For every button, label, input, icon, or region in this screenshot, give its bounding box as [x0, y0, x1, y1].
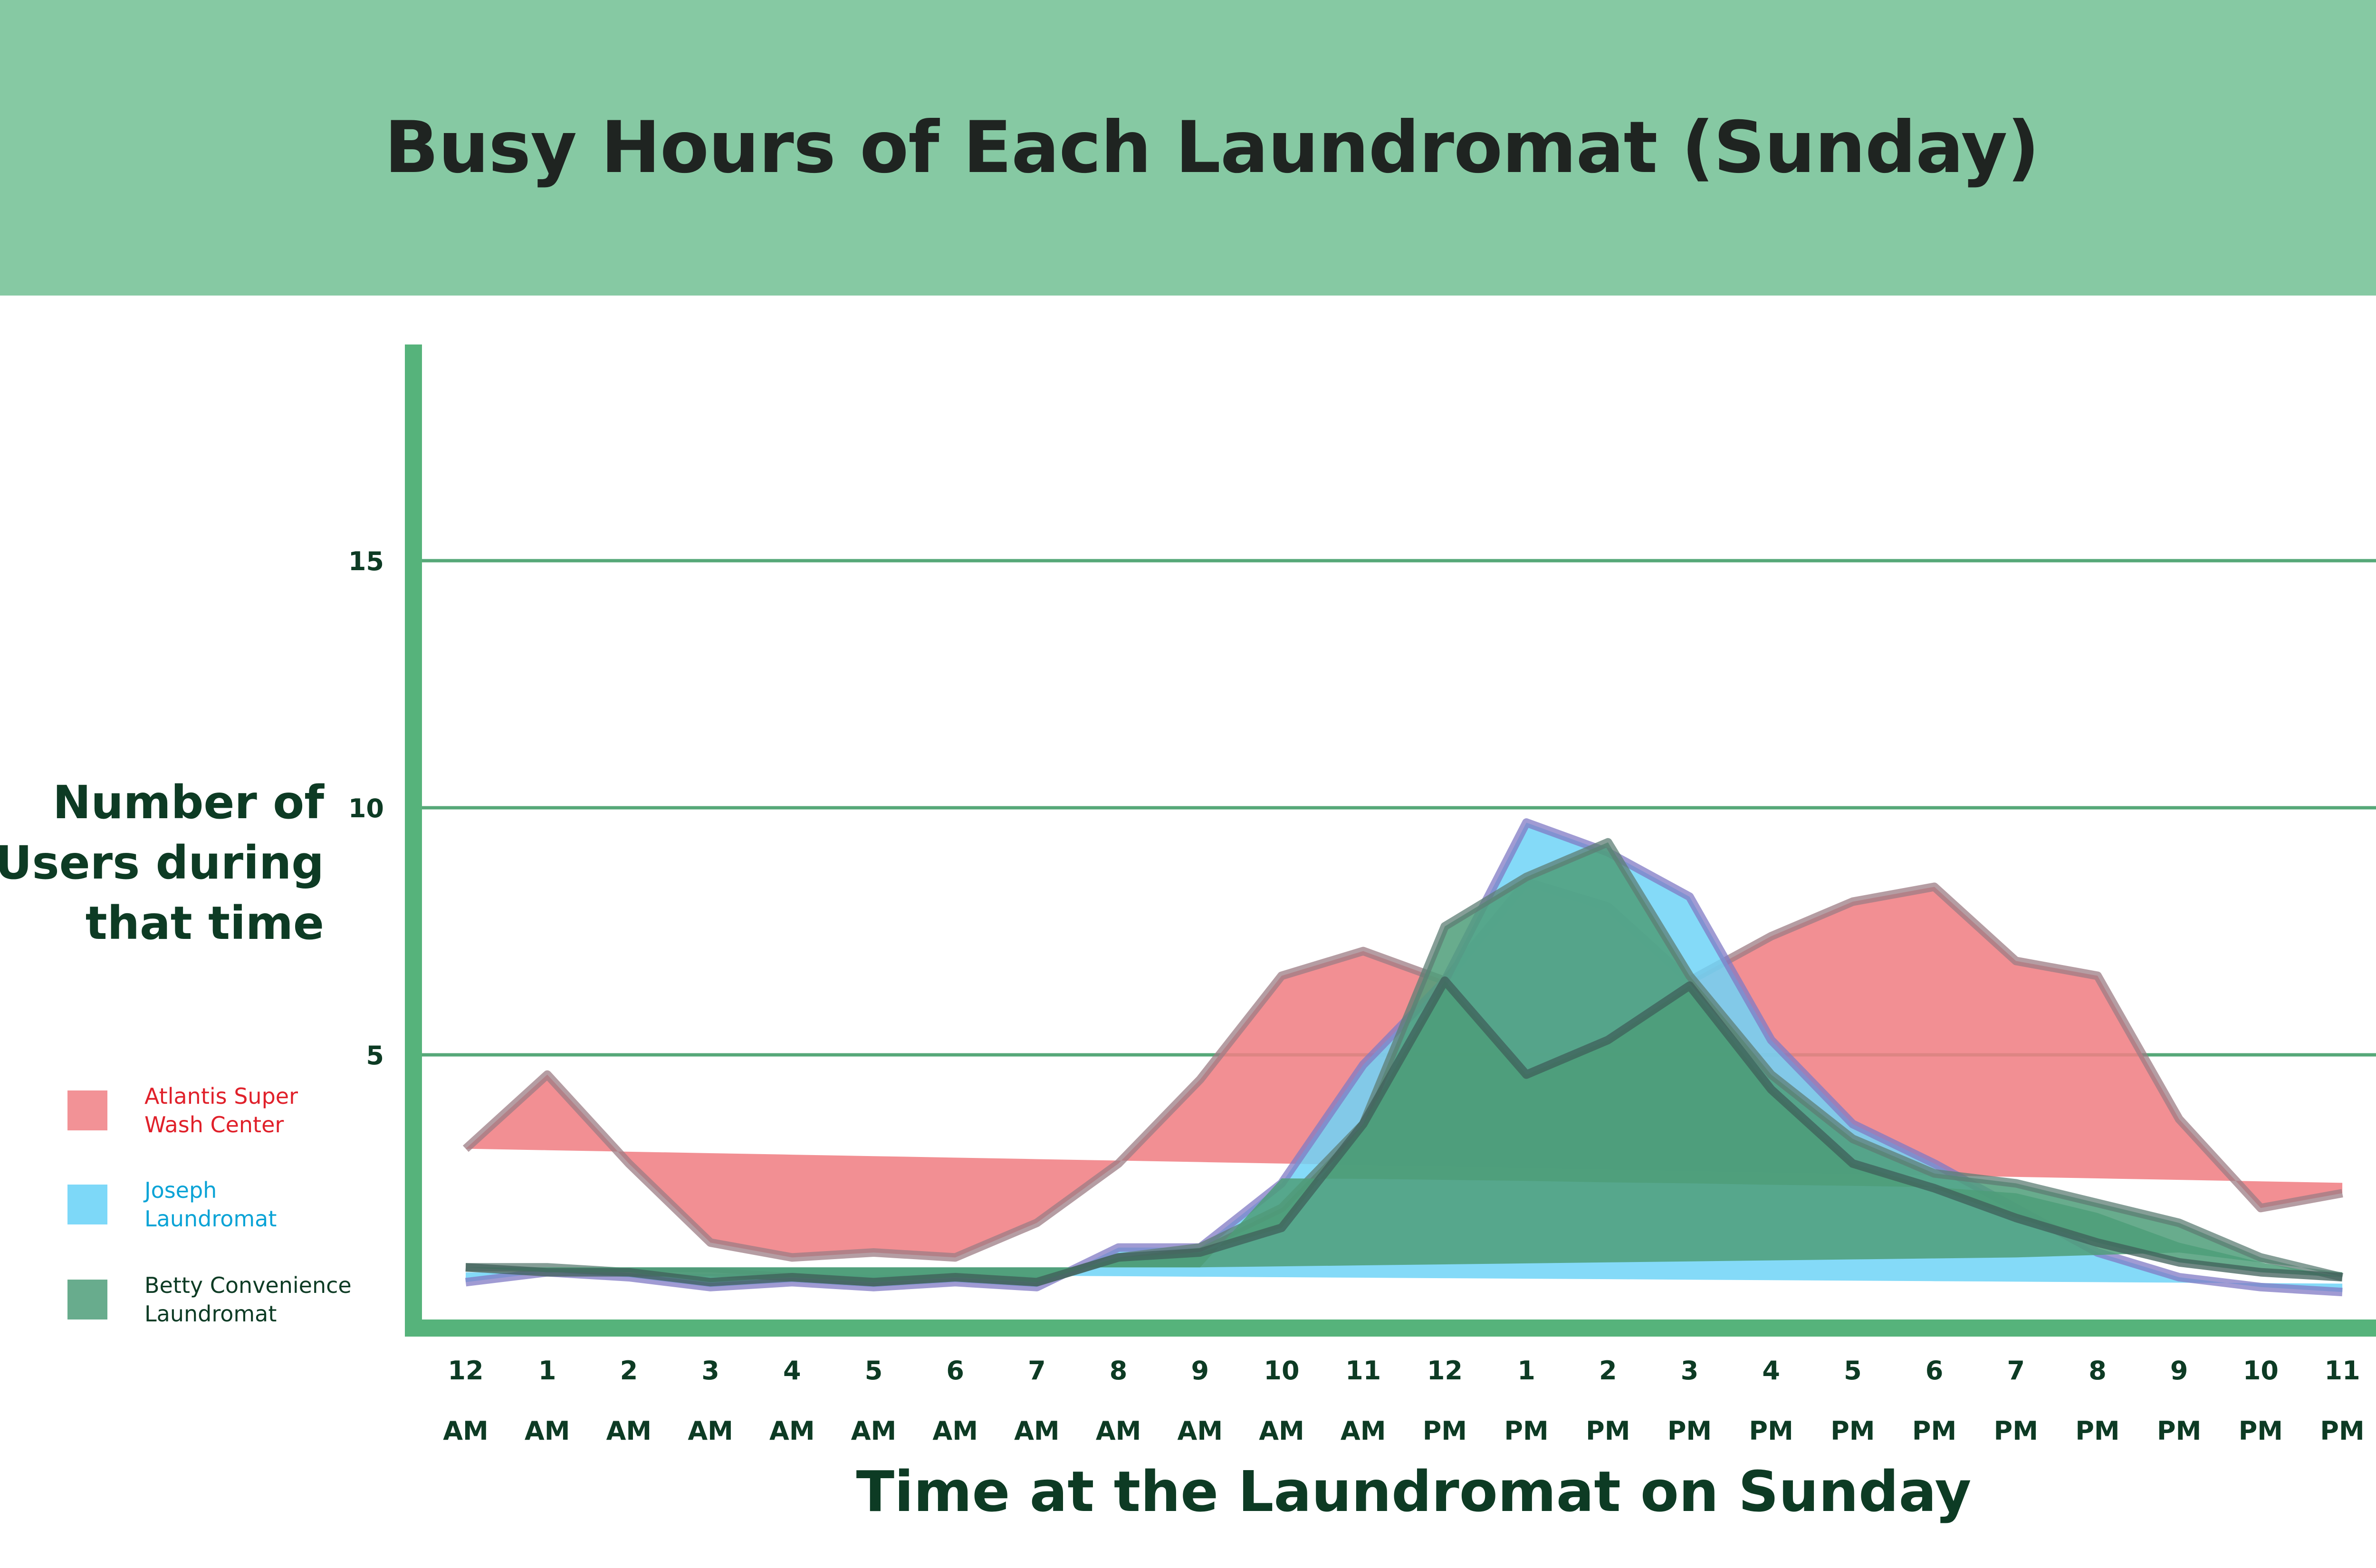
x-tick-label: AM — [932, 1416, 978, 1446]
x-tick-label: PM — [1994, 1416, 2038, 1446]
y-axis-title-line: Users during — [0, 836, 324, 889]
x-tick-label: 3 — [1681, 1356, 1699, 1386]
y-tick-label: 5 — [366, 1041, 384, 1071]
series-areas — [462, 818, 2344, 1297]
x-tick-label: PM — [1749, 1416, 1793, 1446]
axis-labels: 5101512AM1AM2AM3AM4AM5AM6AM7AM8AM9AM10AM… — [0, 546, 2365, 1524]
x-tick-label: 7 — [2007, 1356, 2025, 1386]
x-tick-label: 5 — [865, 1356, 883, 1386]
x-tick-label: 8 — [2089, 1356, 2107, 1386]
x-tick-label: 11 — [1345, 1356, 1381, 1386]
x-tick-label: AM — [443, 1416, 489, 1446]
series-line-4 — [465, 976, 2343, 1287]
series-line-1 — [462, 878, 2343, 1262]
x-tick-label: 3 — [701, 1356, 719, 1386]
x-tick-label: PM — [1586, 1416, 1630, 1446]
series-area-4 — [466, 981, 2343, 1282]
x-tick-label: 10 — [1264, 1356, 1299, 1386]
legend-swatch-2 — [67, 1185, 107, 1224]
x-tick-label: PM — [1830, 1416, 1875, 1446]
x-tick-label: 6 — [1926, 1356, 1944, 1386]
x-tick-label: PM — [2157, 1416, 2201, 1446]
x-tick-label: AM — [769, 1416, 815, 1446]
x-tick-label: AM — [1178, 1416, 1223, 1446]
legend-label: Laundromat — [144, 1301, 277, 1327]
x-tick-label: 4 — [783, 1356, 801, 1386]
x-tick-label: 5 — [1844, 1356, 1862, 1386]
x-tick-label: AM — [1341, 1416, 1386, 1446]
x-axis-line — [405, 1319, 2376, 1337]
title-banner — [0, 0, 2376, 296]
x-tick-label: 1 — [1517, 1356, 1535, 1386]
x-tick-label: 10 — [2243, 1356, 2279, 1386]
chart-title: Busy Hours of Each Laundromat (Sunday) — [384, 106, 2040, 189]
x-tick-label: AM — [1096, 1416, 1141, 1446]
legend-label: Laundromat — [144, 1206, 277, 1232]
x-tick-label: PM — [1504, 1416, 1548, 1446]
x-tick-label: AM — [688, 1416, 733, 1446]
y-tick-label: 15 — [348, 546, 384, 576]
axes — [405, 344, 2376, 1337]
x-tick-label: 2 — [1599, 1356, 1617, 1386]
legend-label: Betty Convenience — [144, 1272, 352, 1298]
x-tick-label: AM — [525, 1416, 570, 1446]
x-tick-label: 12 — [1427, 1356, 1463, 1386]
y-axis-title-line: that time — [86, 897, 324, 950]
x-tick-label: PM — [2239, 1416, 2283, 1446]
x-tick-label: 7 — [1028, 1356, 1046, 1386]
x-tick-label: 4 — [1762, 1356, 1780, 1386]
x-axis-title: Time at the Laundromat on Sunday — [856, 1459, 1972, 1524]
legend-label: Atlantis Super — [144, 1083, 298, 1109]
x-tick-label: AM — [851, 1416, 897, 1446]
x-tick-label: AM — [1259, 1416, 1304, 1446]
legend-label: Joseph — [143, 1177, 217, 1203]
y-tick-label: 10 — [348, 794, 384, 823]
x-tick-label: PM — [2320, 1416, 2364, 1446]
y-axis-title-line: Number of — [53, 776, 325, 829]
legend-label: Wash Center — [144, 1112, 284, 1138]
x-tick-label: PM — [1423, 1416, 1467, 1446]
x-tick-label: 9 — [2170, 1356, 2188, 1386]
x-tick-label: 11 — [2325, 1356, 2360, 1386]
x-tick-label: 2 — [620, 1356, 638, 1386]
x-tick-label: 1 — [538, 1356, 556, 1386]
legend-swatch-1 — [67, 1090, 107, 1130]
x-tick-label: AM — [606, 1416, 652, 1446]
x-tick-label: PM — [1912, 1416, 1956, 1446]
x-tick-label: AM — [1014, 1416, 1060, 1446]
y-axis-line — [405, 344, 422, 1337]
legend-swatch-3 — [67, 1280, 107, 1319]
x-tick-label: 12 — [448, 1356, 483, 1386]
legend: Atlantis Super Wash Center Joseph Laundroma… — [67, 1083, 352, 1327]
x-tick-label: 9 — [1191, 1356, 1209, 1386]
x-tick-label: PM — [2075, 1416, 2119, 1446]
x-tick-label: 8 — [1110, 1356, 1128, 1386]
x-tick-label: 6 — [946, 1356, 964, 1386]
x-tick-label: PM — [1667, 1416, 1712, 1446]
